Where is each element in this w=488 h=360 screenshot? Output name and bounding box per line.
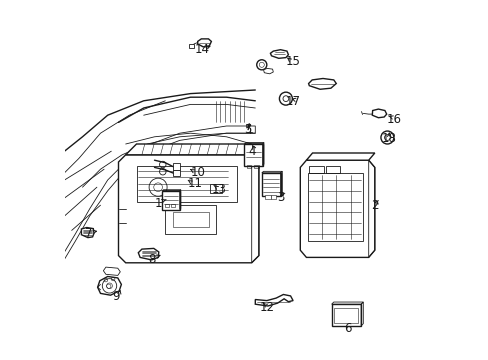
Bar — [270, 195, 276, 199]
Bar — [261, 173, 280, 196]
Text: 2: 2 — [370, 199, 378, 212]
Polygon shape — [81, 228, 94, 238]
Text: 16: 16 — [386, 113, 401, 126]
Text: 6: 6 — [344, 322, 351, 335]
Bar — [165, 204, 168, 207]
Text: 7: 7 — [85, 227, 93, 240]
Bar — [165, 205, 215, 234]
Bar — [210, 184, 222, 193]
Bar — [188, 44, 194, 48]
Polygon shape — [308, 78, 336, 89]
Text: 11: 11 — [187, 177, 202, 190]
Bar — [265, 195, 270, 199]
Text: 15: 15 — [285, 55, 300, 68]
Text: 18: 18 — [381, 132, 396, 145]
Bar — [171, 204, 174, 207]
Bar — [172, 170, 179, 176]
Polygon shape — [197, 39, 211, 47]
Polygon shape — [98, 276, 121, 295]
Text: 3: 3 — [276, 191, 284, 204]
Polygon shape — [103, 267, 120, 275]
Text: 1: 1 — [155, 197, 162, 210]
Polygon shape — [300, 160, 374, 257]
Text: 8: 8 — [148, 253, 155, 266]
Text: 10: 10 — [190, 166, 205, 179]
Bar — [172, 163, 179, 170]
Bar — [136, 166, 237, 202]
Polygon shape — [270, 50, 288, 58]
Bar — [162, 191, 179, 210]
Bar — [244, 144, 262, 166]
Text: 12: 12 — [259, 301, 274, 314]
Bar — [307, 173, 363, 241]
Polygon shape — [118, 155, 258, 263]
Text: 5: 5 — [244, 123, 251, 136]
Polygon shape — [125, 144, 262, 155]
Polygon shape — [263, 68, 273, 74]
Polygon shape — [306, 153, 374, 160]
Bar — [334, 308, 357, 323]
Text: 13: 13 — [211, 183, 226, 195]
Text: 17: 17 — [285, 95, 300, 108]
Text: 14: 14 — [195, 43, 209, 56]
Bar — [254, 165, 258, 168]
Bar — [325, 166, 340, 173]
Bar — [246, 165, 251, 168]
Bar — [331, 304, 361, 326]
Bar — [172, 212, 208, 227]
Bar — [309, 166, 323, 173]
Polygon shape — [138, 248, 159, 260]
Text: 9: 9 — [112, 291, 120, 303]
Polygon shape — [371, 109, 386, 118]
Text: 4: 4 — [247, 145, 255, 158]
Polygon shape — [255, 294, 292, 306]
